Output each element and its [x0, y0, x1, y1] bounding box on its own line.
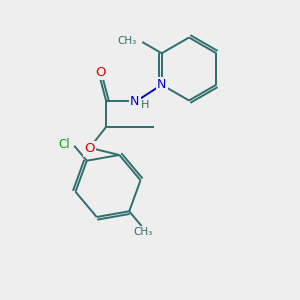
Text: CH₃: CH₃ [118, 35, 137, 46]
Text: N: N [130, 95, 140, 108]
Text: CH₃: CH₃ [134, 227, 153, 237]
Text: O: O [95, 66, 106, 79]
Text: H: H [140, 100, 149, 110]
Text: O: O [84, 142, 94, 155]
Text: Cl: Cl [58, 138, 70, 151]
Text: N: N [157, 78, 166, 91]
